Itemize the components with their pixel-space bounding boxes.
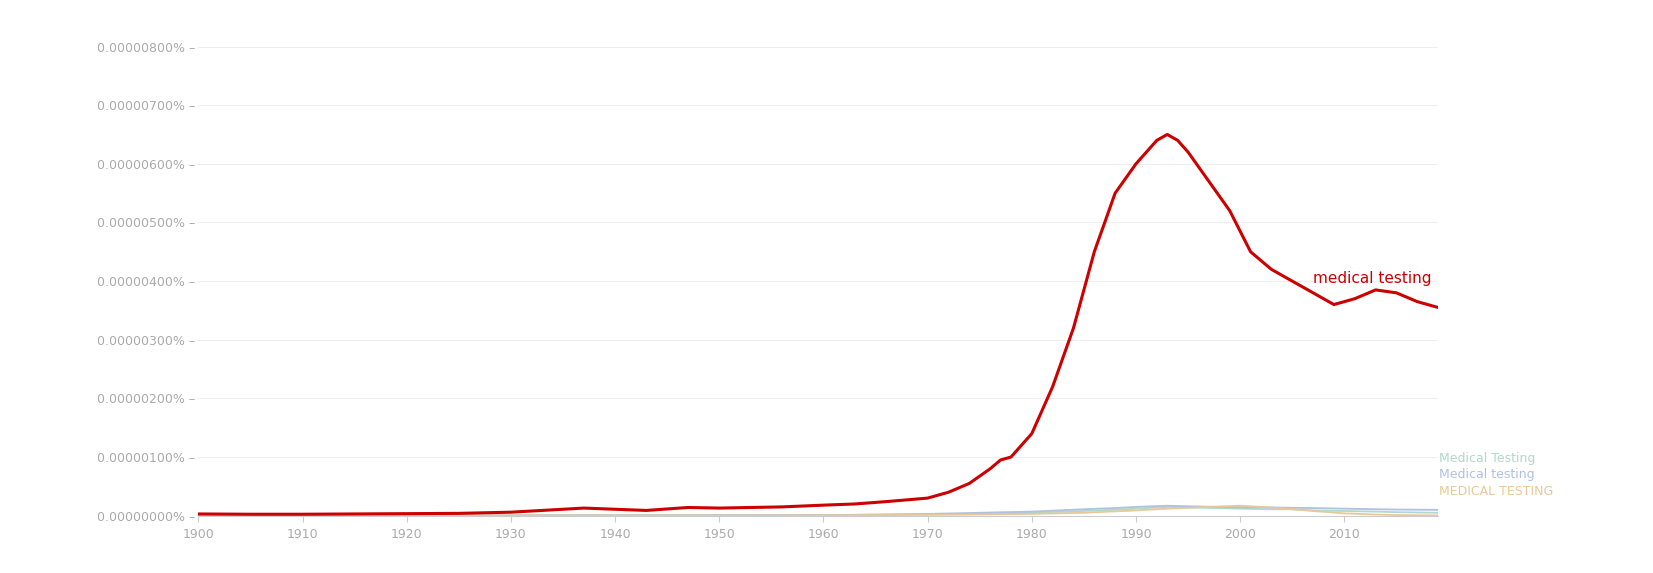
Text: medical testing: medical testing (1312, 270, 1431, 286)
Text: MEDICAL TESTING: MEDICAL TESTING (1440, 485, 1554, 498)
Text: Medical testing: Medical testing (1440, 468, 1536, 481)
Text: Medical Testing: Medical Testing (1440, 452, 1536, 465)
